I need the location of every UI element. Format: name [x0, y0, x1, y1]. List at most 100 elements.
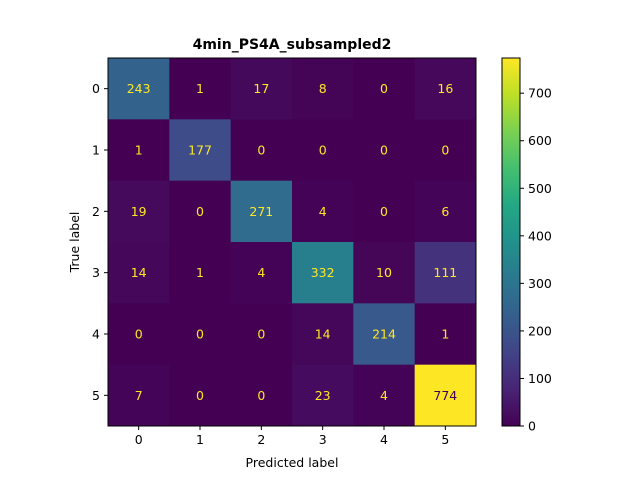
- heatmap-cell: [353, 303, 416, 366]
- heatmap-cell: [292, 303, 354, 366]
- cell-value-label: 271: [249, 204, 273, 219]
- heatmap-cell: [230, 364, 293, 427]
- colorbar-tick-label: 700: [528, 86, 552, 101]
- heatmap-cell: [108, 180, 170, 243]
- colorbar-tick-label: 600: [528, 133, 552, 148]
- colorbar-tick-label: 100: [528, 371, 552, 386]
- heatmap-cell: [230, 303, 293, 366]
- x-axis-ticks: 0 1 2 3 4 5: [135, 426, 449, 447]
- colorbar-tick-label: 200: [528, 323, 552, 338]
- heatmap-cell: [169, 242, 232, 304]
- x-tick-label: 1: [196, 432, 204, 447]
- cell-value-label: 177: [188, 143, 212, 158]
- y-tick-label: 3: [92, 265, 100, 280]
- cell-value-label: 6: [441, 204, 449, 219]
- colorbar-tick-label: 300: [528, 276, 552, 291]
- cell-value-label: 0: [319, 143, 327, 158]
- heatmap-cell: [169, 119, 232, 182]
- y-tick-label: 0: [92, 81, 100, 96]
- cell-value-label: 1: [196, 265, 204, 280]
- y-tick-label: 4: [92, 327, 100, 342]
- cell-value-label: 0: [380, 143, 388, 158]
- colorbar-tick-label: 0: [528, 419, 536, 434]
- y-tick-label: 2: [92, 204, 100, 219]
- cell-value-label: 0: [257, 388, 265, 403]
- colorbar: [501, 57, 521, 427]
- heatmap-cell: [414, 242, 477, 304]
- y-tick-label: 1: [92, 143, 100, 158]
- heatmap-cell: [169, 180, 232, 243]
- heatmap-cell: [353, 180, 416, 243]
- heatmap-cell: [169, 58, 232, 120]
- heatmap-cell: [414, 119, 477, 182]
- heatmap-cell: [230, 58, 293, 120]
- x-tick-label: 4: [380, 432, 388, 447]
- cell-value-label: 8: [319, 81, 327, 96]
- cell-value-label: 1: [196, 81, 204, 96]
- cell-value-label: 4: [257, 265, 265, 280]
- heatmap-cell: [414, 364, 477, 427]
- heatmap-cell: [230, 242, 293, 304]
- heatmap-cell: [108, 364, 170, 427]
- cell-value-label: 0: [257, 327, 265, 342]
- cell-value-label: 0: [441, 143, 449, 158]
- cell-value-label: 19: [131, 204, 147, 219]
- colorbar-tick-label: 500: [528, 181, 552, 196]
- heatmap-cell: [414, 303, 477, 366]
- heatmap-cell: [169, 303, 232, 366]
- cell-value-label: 16: [437, 81, 453, 96]
- heatmap-cell: [230, 119, 293, 182]
- heatmap-cell: [292, 242, 354, 304]
- cell-value-label: 23: [315, 388, 331, 403]
- cell-value-label: 1: [135, 143, 143, 158]
- cell-value-label: 214: [372, 327, 396, 342]
- cell-value-label: 14: [315, 327, 331, 342]
- heatmap-cell: [169, 364, 232, 427]
- heatmap-cell: [353, 119, 416, 182]
- cell-value-label: 0: [135, 327, 143, 342]
- cell-value-label: 1: [441, 327, 449, 342]
- heatmap-cell: [414, 58, 477, 120]
- chart-title: 4min_PS4A_subsampled2: [193, 37, 392, 53]
- cell-value-label: 0: [380, 81, 388, 96]
- heatmap-cell: [353, 58, 416, 120]
- plot-frame: [107, 57, 477, 427]
- cell-value-label: 14: [131, 265, 147, 280]
- cell-value-label: 243: [127, 81, 151, 96]
- heatmap-cell: [108, 303, 170, 366]
- heatmap-cell: [292, 364, 354, 427]
- y-axis-ticks: 0 1 2 3 4 5: [92, 81, 108, 403]
- x-tick-label: 2: [257, 432, 265, 447]
- colorbar-tick-label: 400: [528, 228, 552, 243]
- heatmap-cell: [292, 180, 354, 243]
- heatmap-cell: [230, 180, 293, 243]
- heatmap-cell: [108, 119, 170, 182]
- x-tick-label: 3: [319, 432, 327, 447]
- heatmap-cell: [108, 242, 170, 304]
- heatmap-cell: [292, 119, 354, 182]
- heatmap-cell-labels: 243 1 17 8 0 161 177 0 0 0 019 0 271 4 0 614 1 4 332 10 1110…: [127, 81, 458, 403]
- heatmap-cell: [414, 180, 477, 243]
- heatmap-cell: [353, 364, 416, 427]
- cell-value-label: 111: [433, 265, 457, 280]
- heatmap-cells: [108, 58, 477, 427]
- heatmap-cell: [353, 242, 416, 304]
- cell-value-label: 0: [196, 327, 204, 342]
- cell-value-label: 10: [376, 265, 392, 280]
- x-tick-label: 0: [135, 432, 143, 447]
- cell-value-label: 774: [433, 388, 457, 403]
- cell-value-label: 4: [380, 388, 388, 403]
- cell-value-label: 332: [311, 265, 335, 280]
- x-tick-label: 5: [441, 432, 449, 447]
- cell-value-label: 0: [196, 204, 204, 219]
- colorbar-ticks: 0 100 200 300 400 500 600 700: [520, 86, 552, 434]
- x-axis-label: Predicted label: [246, 455, 339, 470]
- y-tick-label: 5: [92, 388, 100, 403]
- cell-value-label: 7: [135, 388, 143, 403]
- cell-value-label: 0: [257, 143, 265, 158]
- cell-value-label: 17: [253, 81, 269, 96]
- cell-value-label: 4: [319, 204, 327, 219]
- heatmap-cell: [292, 58, 354, 120]
- cell-value-label: 0: [380, 204, 388, 219]
